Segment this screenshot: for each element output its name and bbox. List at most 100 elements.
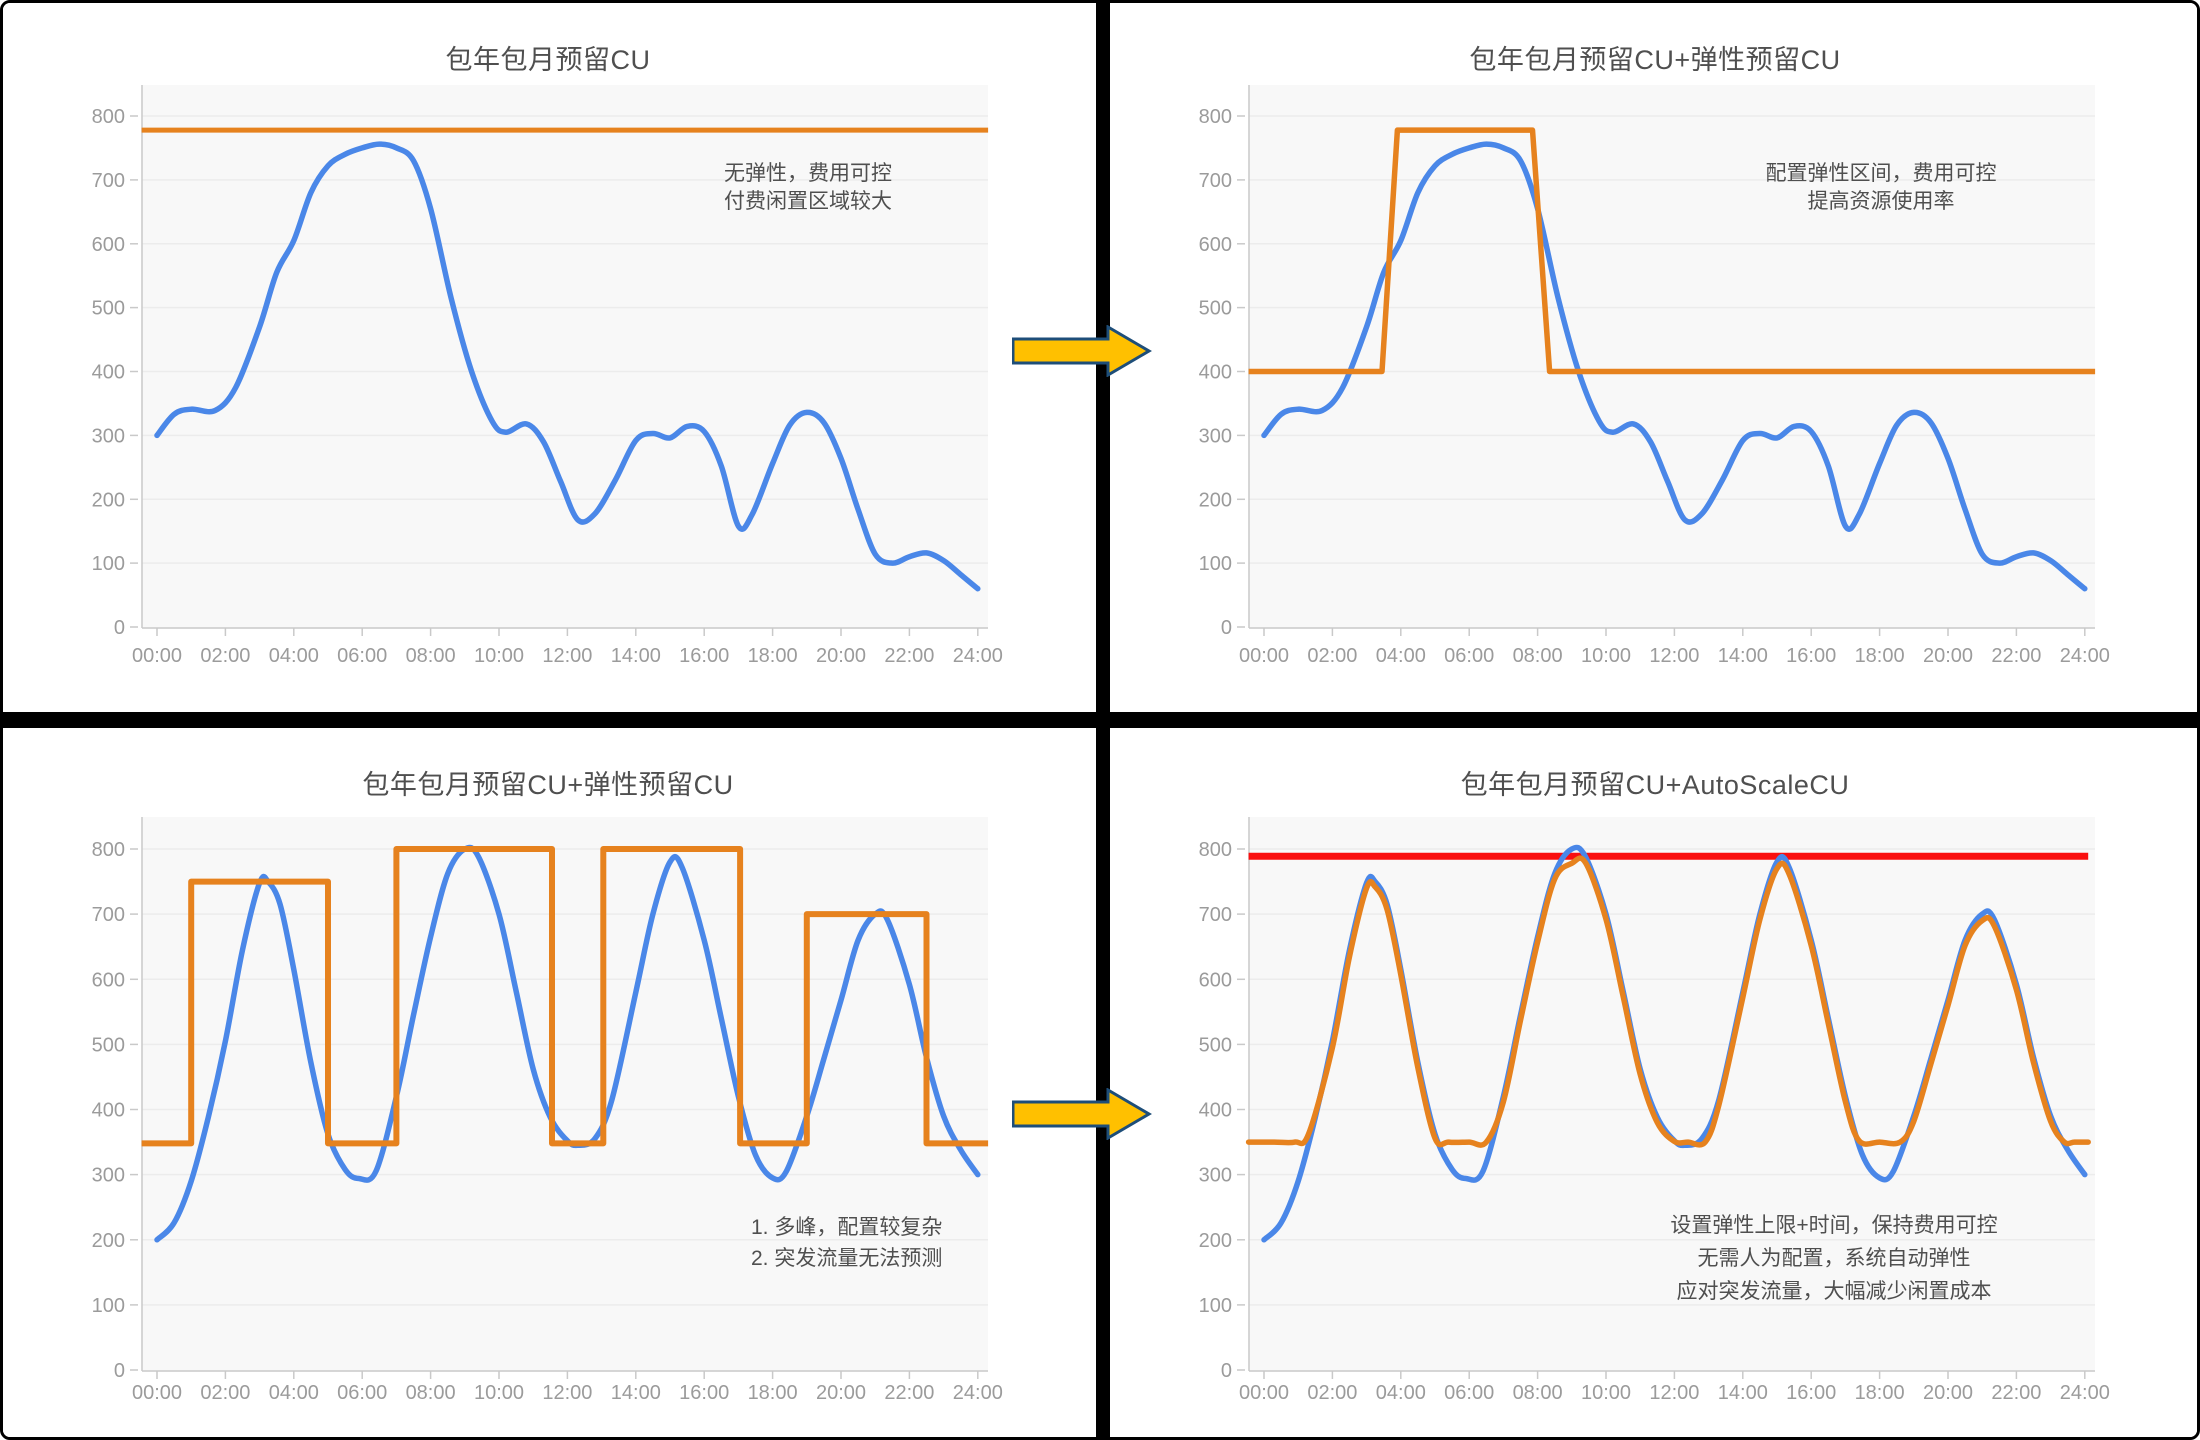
y-tick-label: 200 [1199,1230,1232,1252]
x-tick-label: 20:00 [816,645,866,667]
x-tick-label: 10:00 [1581,645,1631,667]
y-tick-label: 100 [1199,1295,1232,1317]
y-tick-label: 500 [92,298,125,320]
annotation-line: 应对突发流量，大幅减少闲置成本 [1676,1280,1992,1303]
y-tick-label: 300 [1199,425,1232,447]
annotation-bottom-right: 设置弹性上限+时间，保持费用可控 无需人为配置，系统自动弹性 应对突发流量，大幅… [1670,1209,1997,1308]
x-tick-label: 02:00 [1307,645,1357,667]
panel-bottom-left: 0 100 200 300 400 500 600 700 800 00:00 02:00 04:00… [3,728,1093,1437]
x-tick-label: 18:00 [748,1382,798,1404]
chart-autoscale-cu: 0 100 200 300 400 500 600 700 800 00:00 02:00 04:00… [1199,817,2110,1404]
y-tick-label: 200 [92,1230,125,1252]
y-tick-label: 0 [114,1360,125,1382]
x-tick-label: 10:00 [474,645,524,667]
x-tick-label: 16:00 [1786,645,1836,667]
y-tick-label: 200 [1199,489,1232,511]
y-tick-label: 800 [1199,839,1232,861]
annotation-bottom-left: 1. 多峰，配置较复杂 2. 突发流量无法预测 [751,1212,942,1274]
annotation-line: 无弹性，费用可控 [724,162,892,185]
y-tick-label: 600 [92,234,125,256]
x-tick-label: 24:00 [2060,1382,2110,1404]
x-tick-label: 14:00 [611,1382,661,1404]
x-tick-label: 18:00 [748,645,798,667]
y-tick-label: 400 [1199,1100,1232,1122]
x-tick-label: 24:00 [953,645,1003,667]
annotation-line: 提高资源使用率 [1807,190,1955,213]
annotation-line: 无需人为配置，系统自动弹性 [1697,1247,1971,1270]
chart-yearly-reserved-cu: 0 100 200 300 400 500 600 700 800 00:00 02:00 04:00… [92,85,1003,667]
series-workload-blue-curve [1261,141,2088,592]
x-tick-label: 02:00 [1307,1382,1357,1404]
y-tick-label: 700 [92,170,125,192]
y-tick-label: 0 [114,617,125,639]
x-tick-label: 22:00 [1991,645,2041,667]
y-tick-label: 400 [1199,362,1232,384]
x-tick-label: 04:00 [1376,1382,1426,1404]
x-tick-label: 22:00 [884,645,934,667]
series-multi-peak-reserved-orange-step [141,846,989,1147]
y-tick-label: 800 [92,106,125,128]
right-arrow-icon [1012,1088,1152,1140]
annotation-line: 1. 多峰，配置较复杂 [751,1216,943,1239]
x-tick-label: 04:00 [1376,645,1426,667]
y-tick-label: 500 [1199,1034,1232,1056]
annotation-line: 设置弹性上限+时间，保持费用可控 [1670,1214,1998,1237]
annotation-top-left: 无弹性，费用可控 付费闲置区域较大 [724,160,892,216]
y-tick-label: 800 [92,839,125,861]
y-tick-label: 700 [92,904,125,926]
x-tick-label: 22:00 [1991,1382,2041,1404]
y-tick-label: 300 [92,1165,125,1187]
y-tick-label: 200 [92,489,125,511]
y-tick-label: 100 [1199,553,1232,575]
chart-title-top-right: 包年包月预留CU+弹性预留CU [1469,45,1841,75]
x-tick-label: 00:00 [1239,1382,1289,1404]
x-tick-label: 10:00 [1581,1382,1631,1404]
y-tick-label: 600 [1199,969,1232,991]
y-tick-label: 0 [1221,1360,1232,1382]
x-tick-label: 14:00 [1718,645,1768,667]
x-tick-label: 20:00 [1923,645,1973,667]
x-tick-label: 22:00 [884,1382,934,1404]
annotation-line: 付费闲置区域较大 [724,190,892,213]
x-tick-label: 06:00 [337,645,387,667]
y-tick-label: 500 [92,1034,125,1056]
x-tick-label: 02:00 [200,645,250,667]
x-tick-label: 16:00 [679,645,729,667]
x-tick-label: 12:00 [1649,1382,1699,1404]
arrow-shape [1012,1088,1152,1140]
x-tick-label: 10:00 [474,1382,524,1404]
y-tick-label: 500 [1199,298,1232,320]
x-tick-label: 18:00 [1855,1382,1905,1404]
y-tick-label: 400 [92,362,125,384]
x-tick-label: 08:00 [406,645,456,667]
x-tick-label: 00:00 [132,645,182,667]
plot-area [142,85,988,628]
plot-area [142,817,988,1371]
chart-title-top-left: 包年包月预留CU [445,45,651,75]
x-tick-label: 00:00 [132,1382,182,1404]
annotation-line: 2. 突发流量无法预测 [751,1247,943,1270]
x-tick-label: 24:00 [953,1382,1003,1404]
plot-area [1249,85,2095,628]
series-autoscale-orange-curve [1245,855,2091,1148]
x-tick-label: 08:00 [1513,645,1563,667]
chart-multi-peak-elastic-reserved-cu: 0 100 200 300 400 500 600 700 800 00:00 02:00 04:00… [92,817,1003,1404]
annotation-line: 配置弹性区间，费用可控 [1765,162,1997,185]
arrow-shape [1012,325,1152,377]
x-tick-label: 24:00 [2060,645,2110,667]
annotation-top-right: 配置弹性区间，费用可控 提高资源使用率 [1766,160,1997,216]
series-elastic-reserved-orange-step [1248,127,2096,375]
x-tick-label: 14:00 [611,645,661,667]
x-tick-label: 04:00 [269,1382,319,1404]
x-tick-label: 00:00 [1239,645,1289,667]
y-tick-label: 300 [1199,1165,1232,1187]
y-tick-label: 800 [1199,106,1232,128]
x-tick-label: 06:00 [1444,1382,1494,1404]
x-tick-label: 16:00 [679,1382,729,1404]
y-tick-label: 300 [92,425,125,447]
x-tick-label: 08:00 [1513,1382,1563,1404]
series-workload-blue-curve [154,141,981,592]
x-tick-label: 06:00 [337,1382,387,1404]
panel-bottom-right: 0 100 200 300 400 500 600 700 800 00:00 02:00 04:00… [1110,728,2197,1437]
